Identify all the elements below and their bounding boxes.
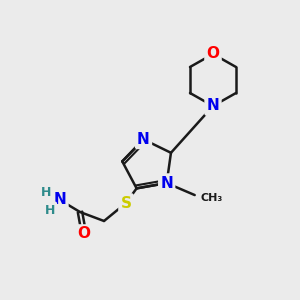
Text: H: H (45, 203, 55, 217)
Text: S: S (121, 196, 131, 211)
Text: O: O (77, 226, 91, 242)
Text: O: O (206, 46, 220, 62)
Text: N: N (54, 193, 66, 208)
Text: N: N (207, 98, 219, 113)
Text: CH₃: CH₃ (201, 193, 223, 203)
Text: H: H (41, 185, 51, 199)
Text: N: N (160, 176, 173, 190)
Text: N: N (137, 132, 150, 147)
